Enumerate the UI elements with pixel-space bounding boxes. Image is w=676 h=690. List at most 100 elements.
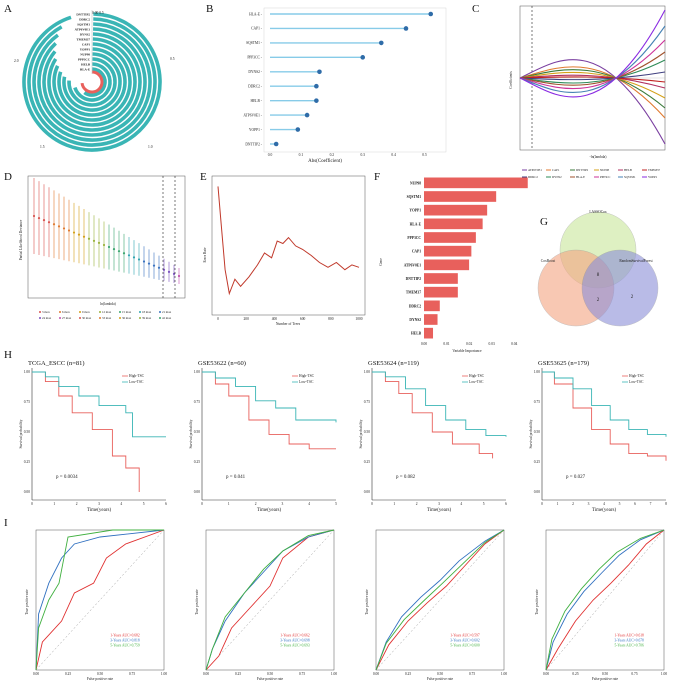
deviance-point bbox=[162, 268, 166, 271]
y-tick-label: 0.00 bbox=[24, 490, 30, 494]
plot-frame bbox=[211, 175, 366, 316]
y-tick-label: 0.75 bbox=[364, 400, 370, 404]
importance-bar bbox=[424, 327, 434, 339]
x-tick-label: 0.75 bbox=[299, 672, 305, 676]
legend-label: DDRC2 bbox=[528, 175, 538, 179]
x-tick-label: 1.00 bbox=[661, 672, 667, 676]
x-tick-label: 4 bbox=[120, 502, 122, 506]
legend-swatch bbox=[159, 311, 161, 313]
deviance-point bbox=[112, 248, 116, 251]
legend-label: 42 mon bbox=[162, 316, 172, 320]
legend-swatch bbox=[39, 317, 41, 319]
x-tick-label: 6 bbox=[634, 502, 636, 506]
auc-label: 5-Years AUC=0.759 bbox=[110, 643, 140, 647]
roc-curve bbox=[545, 529, 665, 671]
legend-label-high: High-TSC bbox=[629, 374, 645, 378]
deviance-point bbox=[117, 250, 121, 253]
x-tick-label: 5 bbox=[483, 502, 485, 506]
ring-bar bbox=[47, 37, 137, 127]
km-ylabel: Survival probability bbox=[359, 419, 363, 448]
legend-label: 3 mon bbox=[42, 310, 50, 314]
legend-label: CAP1 bbox=[552, 168, 560, 172]
coefficient-path bbox=[519, 25, 666, 93]
x-tick-label: 2 bbox=[76, 502, 78, 506]
y-tick-label: 1.00 bbox=[194, 370, 200, 374]
auc-label: 1-Years AUC=0.618 bbox=[614, 633, 644, 637]
ring-bar bbox=[42, 32, 142, 132]
deviance-point bbox=[87, 237, 91, 240]
auc-label: 1-Years AUC=0.682 bbox=[110, 633, 140, 637]
km-curve-low bbox=[542, 371, 667, 437]
importance-category-label: DNTTIP2 bbox=[406, 277, 422, 281]
legend-label: 24 mon bbox=[42, 316, 52, 320]
ring-bar bbox=[27, 17, 157, 147]
legend-label: 15 mon bbox=[122, 310, 132, 314]
x-tick-label: 0.5 bbox=[422, 153, 427, 157]
importance-category-label: TMEM37 bbox=[406, 291, 421, 295]
x-tick-label: 400 bbox=[272, 317, 278, 321]
importance-bar bbox=[424, 204, 488, 216]
ring-gene-label: HLA-E bbox=[80, 67, 90, 71]
importance-bar bbox=[424, 259, 470, 271]
x-tick-label: 4 bbox=[460, 502, 462, 506]
panel-e: E 0 200 400 600 800 1000 Error Rate Number of… bbox=[200, 171, 366, 326]
deviance-point bbox=[127, 254, 131, 257]
legend-label: 9 mon bbox=[82, 310, 90, 314]
x-tick-label: 0.00 bbox=[33, 672, 39, 676]
coefficient-path bbox=[519, 71, 666, 99]
legend-label-high: High-TSC bbox=[299, 374, 315, 378]
ring-bar bbox=[32, 22, 152, 142]
x-tick-label: 0.3 bbox=[360, 153, 365, 157]
importance-category-label: NUP98 bbox=[410, 181, 421, 185]
importance-category-label: ATP6V0E1 bbox=[404, 263, 422, 267]
legend-label-low: Low-TSC bbox=[129, 380, 144, 384]
importance-bar bbox=[424, 245, 472, 257]
km-xlabel: Time(years) bbox=[592, 508, 617, 513]
deviance-point bbox=[52, 223, 56, 226]
auc-label: 3-Years AUC=0.602 bbox=[450, 638, 480, 642]
x-tick-label: 2 bbox=[416, 502, 418, 506]
coefficient-path bbox=[519, 74, 666, 89]
plot-frame bbox=[375, 529, 505, 671]
km-title: GSE53622 (n=60) bbox=[198, 360, 246, 367]
ring-bar bbox=[52, 42, 132, 122]
roc-curve bbox=[375, 529, 505, 671]
ring-bar bbox=[37, 27, 147, 137]
ring-bar bbox=[73, 62, 112, 102]
deviance-point bbox=[57, 225, 61, 228]
x-tick-label: 6 bbox=[505, 502, 507, 506]
coefficient-path bbox=[519, 76, 666, 83]
legend-label: SQSTM1 bbox=[624, 175, 636, 179]
x-tick-label: 0.0 bbox=[268, 153, 273, 157]
coefficient-path bbox=[519, 69, 666, 109]
panel-a-angle-right: 0.5 bbox=[170, 57, 175, 61]
legend-label-high: High-TSC bbox=[469, 374, 485, 378]
x-tick-label: 4 bbox=[308, 502, 310, 506]
lollipop-category-label: ATP6V0E1 - bbox=[243, 113, 262, 117]
panel-b-letter: B bbox=[206, 3, 213, 15]
deviance-point bbox=[82, 235, 86, 238]
legend-swatch bbox=[99, 317, 101, 319]
panel-c-legend: ATP6V0E1 CAP1 DNTTIP2 NUP98 HELB TMEM37 DDRC2 D… bbox=[522, 168, 661, 179]
x-tick-label: 0.25 bbox=[405, 672, 411, 676]
deviance-point bbox=[102, 243, 106, 247]
deviance-point bbox=[142, 260, 146, 263]
roc-xlabel: False positive rate bbox=[427, 677, 454, 681]
panel-d-legend: 3 mon 6 mon 9 mon 12 mon 15 mon 18 mon 21 mon 2… bbox=[39, 310, 172, 320]
deviance-point bbox=[172, 272, 176, 276]
panel-h-letter: H bbox=[4, 349, 12, 361]
km-curve-low bbox=[202, 371, 337, 423]
plot-frame bbox=[27, 175, 186, 299]
lollipop-point bbox=[314, 98, 319, 103]
roc-curve bbox=[375, 529, 505, 671]
importance-category-label: DDRC2 bbox=[409, 304, 421, 308]
km-pvalue: p = 0.082 bbox=[396, 475, 416, 480]
x-tick-label: 0.25 bbox=[572, 672, 578, 676]
ring-gene-label: SQSTM1 bbox=[77, 22, 90, 26]
x-tick-label: 0.00 bbox=[421, 342, 427, 346]
importance-category-label: YOPP1 bbox=[409, 209, 421, 213]
roc-curve bbox=[545, 529, 665, 671]
deviance-point bbox=[92, 239, 96, 242]
roc-xlabel: False positive rate bbox=[592, 677, 619, 681]
